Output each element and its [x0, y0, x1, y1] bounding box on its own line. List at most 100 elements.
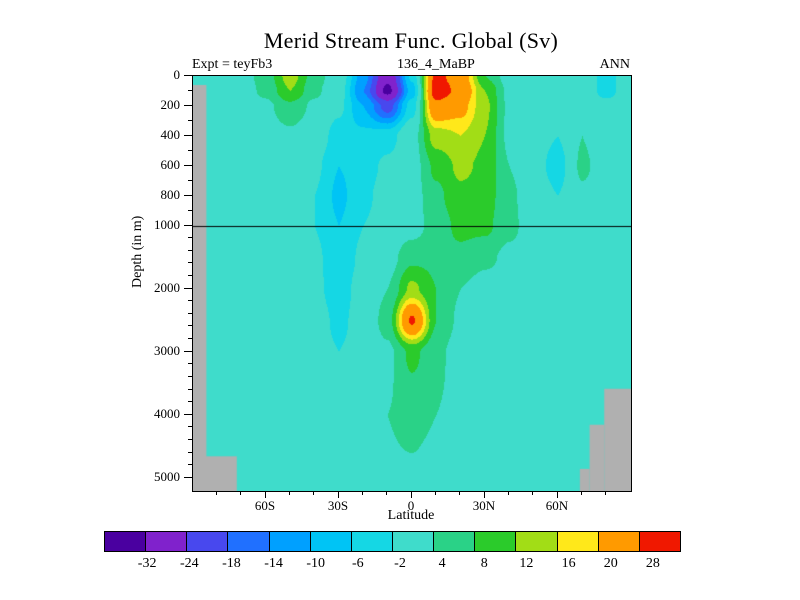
y-minor-tick-mark — [188, 439, 192, 441]
y-minor-tick-mark — [188, 338, 192, 340]
y-tick-label: 800 — [160, 187, 181, 202]
x-axis-title: Latitude — [387, 508, 435, 523]
x-tick-mark — [337, 491, 339, 498]
y-minor-tick-mark — [188, 426, 192, 428]
y-minor-tick-mark — [188, 209, 192, 211]
x-minor-tick-mark — [532, 491, 534, 495]
y-tick-mark — [184, 194, 192, 196]
colorbar-cell — [391, 531, 435, 552]
y-tick-mark — [184, 164, 192, 166]
y-minor-tick-mark — [188, 401, 192, 403]
colorbar-cell — [350, 531, 393, 552]
y-tick-mark — [184, 413, 192, 415]
y-tick-label: 4000 — [154, 406, 180, 422]
run-label: 136_4_MaBP — [397, 57, 475, 72]
x-minor-tick-mark — [459, 491, 461, 495]
colorbar-cell — [104, 531, 147, 552]
x-minor-tick-mark — [288, 491, 290, 495]
colorbar-tick-label: -10 — [306, 556, 326, 571]
experiment-label: Expt = teyFb3 — [192, 57, 273, 72]
x-tick-mark — [556, 491, 558, 498]
y-tick-label: 5000 — [154, 469, 180, 485]
y-minor-tick-mark — [188, 312, 192, 314]
season-label: ANN — [599, 57, 630, 72]
y-tick-label: 3000 — [154, 343, 180, 359]
colorbar-cell — [474, 531, 517, 552]
x-tick-mark — [264, 491, 266, 498]
x-tick-mark — [483, 491, 485, 498]
y-minor-tick-mark — [188, 149, 192, 151]
colorbar-tick-label: -32 — [137, 556, 157, 571]
y-tick-label: 1000 — [154, 217, 180, 232]
colorbar-tick-label: 4 — [438, 556, 446, 571]
y-minor-tick-mark — [188, 325, 192, 327]
colorbar-tick-label: 16 — [561, 556, 576, 571]
y-minor-tick-mark — [188, 89, 192, 91]
colorbar-cell — [433, 531, 476, 552]
x-minor-tick-mark — [240, 491, 242, 495]
x-tick-label: 30S — [327, 498, 349, 513]
colorbar-cell — [186, 531, 229, 552]
colorbar-tick-label: 20 — [603, 556, 618, 571]
y-tick-mark — [184, 134, 192, 136]
y-tick-label: 2000 — [154, 280, 180, 296]
y-minor-tick-mark — [188, 179, 192, 181]
x-minor-tick-mark — [313, 491, 315, 495]
colorbar-cell — [227, 531, 270, 552]
colorbar-tick-label: -14 — [264, 556, 283, 571]
contour-canvas — [193, 76, 631, 491]
colorbar-tick-label: 28 — [645, 556, 660, 571]
y-minor-tick-mark — [188, 119, 192, 121]
colorbar-cell — [638, 531, 681, 552]
y-tick-mark — [184, 476, 192, 478]
y-minor-tick-mark — [188, 388, 192, 390]
y-tick-label: 200 — [160, 97, 181, 112]
colorbar-cell — [515, 531, 558, 552]
colorbar-tick-label: 8 — [480, 556, 488, 571]
x-minor-tick-mark — [215, 491, 217, 495]
x-minor-tick-mark — [580, 491, 582, 495]
y-minor-tick-mark — [188, 249, 192, 251]
colorbar-cell — [309, 531, 352, 552]
colorbar-tick-label: -6 — [352, 556, 364, 571]
colorbar-tick-label: -24 — [179, 556, 199, 571]
y-minor-tick-mark — [188, 274, 192, 276]
colorbar — [104, 531, 681, 552]
x-minor-tick-mark — [605, 491, 607, 495]
y-tick-mark — [184, 287, 192, 289]
y-tick-label: 600 — [160, 157, 181, 172]
colorbar-tick-label: -2 — [394, 556, 406, 571]
colorbar-cell — [556, 531, 599, 552]
x-tick-label: 30N — [472, 498, 496, 513]
colorbar-cell — [597, 531, 640, 552]
y-minor-tick-mark — [188, 262, 192, 264]
x-minor-tick-mark — [507, 491, 509, 495]
y-tick-mark — [184, 104, 192, 106]
x-minor-tick-mark — [386, 491, 388, 495]
plot-title: Merid Stream Func. Global (Sv) — [263, 28, 559, 53]
y-tick-mark — [184, 224, 192, 226]
y-tick-label: 400 — [160, 127, 181, 142]
y-tick-mark — [184, 350, 192, 352]
x-tick-mark — [410, 491, 412, 498]
y-tick-label: 0 — [173, 67, 181, 82]
y-minor-tick-mark — [188, 363, 192, 365]
y-minor-tick-mark — [188, 375, 192, 377]
y-minor-tick-mark — [188, 300, 192, 302]
y-minor-tick-mark — [188, 464, 192, 466]
y-tick-mark — [184, 74, 192, 76]
y-minor-tick-mark — [188, 451, 192, 453]
colorbar-tick-label: 12 — [519, 556, 534, 571]
x-tick-label: 0 — [407, 498, 415, 513]
colorbar-cell — [145, 531, 188, 552]
x-tick-label: 60S — [254, 498, 276, 513]
plot-area — [192, 75, 632, 492]
colorbar-tick-label: -18 — [222, 556, 241, 571]
x-minor-tick-mark — [434, 491, 436, 495]
x-minor-tick-mark — [361, 491, 363, 495]
y-minor-tick-mark — [188, 237, 192, 239]
header-row: Expt = teyFb3 136_4_MaBP ANN — [192, 57, 630, 73]
colorbar-cell — [268, 531, 311, 552]
x-tick-label: 60N — [545, 498, 569, 513]
